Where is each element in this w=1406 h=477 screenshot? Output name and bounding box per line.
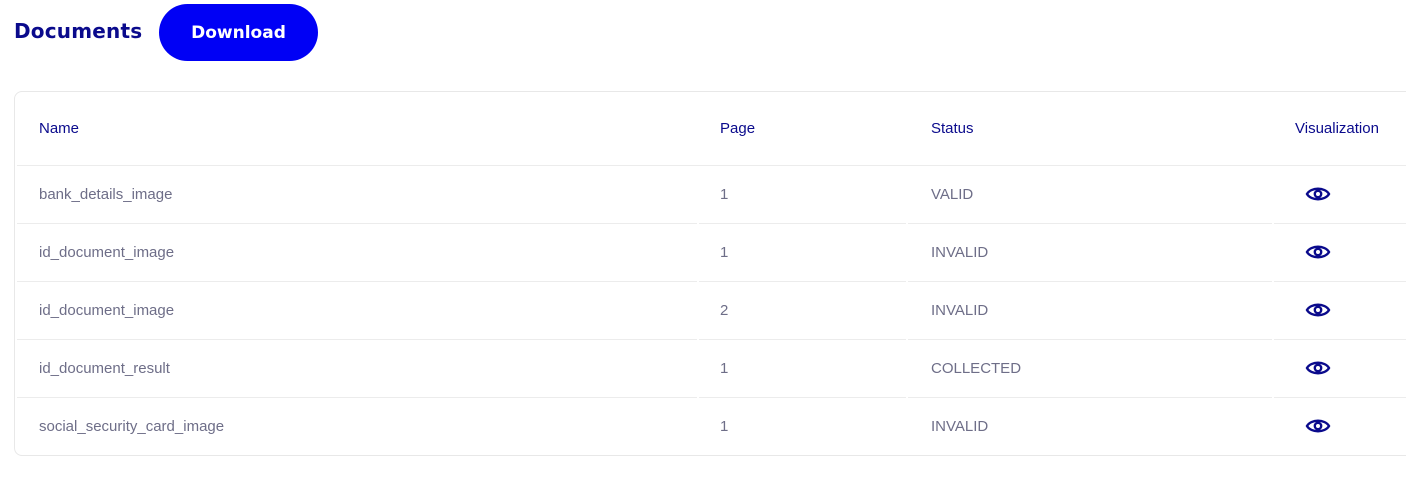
eye-icon[interactable] xyxy=(1305,300,1331,320)
document-page: 1 xyxy=(720,417,729,435)
documents-table: Name Page Status Visualization bank_deta… xyxy=(14,91,1406,456)
document-page: 1 xyxy=(720,243,729,261)
table-row: social_security_card_image 1 INVALID xyxy=(17,397,1406,455)
column-header-visualization: Visualization xyxy=(1295,120,1379,137)
document-name: id_document_image xyxy=(39,301,175,319)
table-row: id_document_image 2 INVALID xyxy=(17,281,1406,340)
table-header: Name Page Status Visualization xyxy=(17,92,1406,166)
eye-icon[interactable] xyxy=(1305,358,1331,378)
document-status: COLLECTED xyxy=(931,359,1022,377)
document-name: id_document_result xyxy=(39,359,170,377)
document-name: bank_details_image xyxy=(39,185,173,203)
document-status: VALID xyxy=(931,185,974,203)
document-page: 2 xyxy=(720,301,729,319)
column-header-status: Status xyxy=(931,120,974,137)
eye-icon[interactable] xyxy=(1305,242,1331,262)
document-status: INVALID xyxy=(931,301,989,319)
table-row: id_document_result 1 COLLECTED xyxy=(17,339,1406,398)
download-button[interactable]: Download xyxy=(159,4,318,61)
document-page: 1 xyxy=(720,185,729,203)
document-name: social_security_card_image xyxy=(39,417,225,435)
table-row: bank_details_image 1 VALID xyxy=(17,165,1406,224)
table-row: id_document_image 1 INVALID xyxy=(17,223,1406,282)
eye-icon[interactable] xyxy=(1305,416,1331,436)
eye-icon[interactable] xyxy=(1305,184,1331,204)
document-page: 1 xyxy=(720,359,729,377)
document-status: INVALID xyxy=(931,243,989,261)
document-name: id_document_image xyxy=(39,243,175,261)
document-status: INVALID xyxy=(931,417,989,435)
column-header-page: Page xyxy=(720,120,756,137)
column-header-name: Name xyxy=(39,120,80,137)
page-title: Documents xyxy=(14,19,143,43)
